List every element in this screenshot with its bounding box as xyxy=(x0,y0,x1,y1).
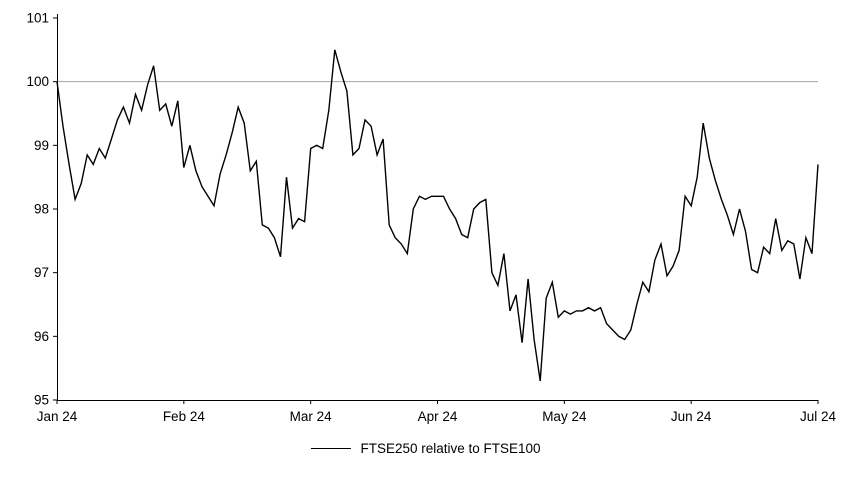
x-tick-label: Jun 24 xyxy=(671,409,712,424)
x-tick-label: May 24 xyxy=(542,409,587,424)
x-tick-label: Feb 24 xyxy=(163,409,206,424)
x-tick-label: Mar 24 xyxy=(290,409,333,424)
x-tick-label: Jul 24 xyxy=(800,409,837,424)
y-tick-label: 97 xyxy=(34,265,49,280)
y-tick-label: 95 xyxy=(34,393,49,408)
legend-series-label: FTSE250 relative to FTSE100 xyxy=(360,441,541,456)
y-tick-label: 96 xyxy=(34,329,49,344)
y-tick-label: 98 xyxy=(34,202,49,217)
y-tick-label: 99 xyxy=(34,138,49,153)
ftse250-relative-line-series xyxy=(56,49,819,382)
chart-legend: FTSE250 relative to FTSE100 xyxy=(0,441,852,456)
x-tick-label: Apr 24 xyxy=(418,409,458,424)
y-tick-label: 101 xyxy=(26,11,49,26)
y-tick-label: 100 xyxy=(26,74,49,89)
line-chart: 95 96 97 98 99 100 101 Jan 24 Feb 24 Mar 24 Apr 24… xyxy=(26,11,837,425)
legend-line-sample xyxy=(311,448,352,449)
x-tick-label: Jan 24 xyxy=(37,409,78,424)
